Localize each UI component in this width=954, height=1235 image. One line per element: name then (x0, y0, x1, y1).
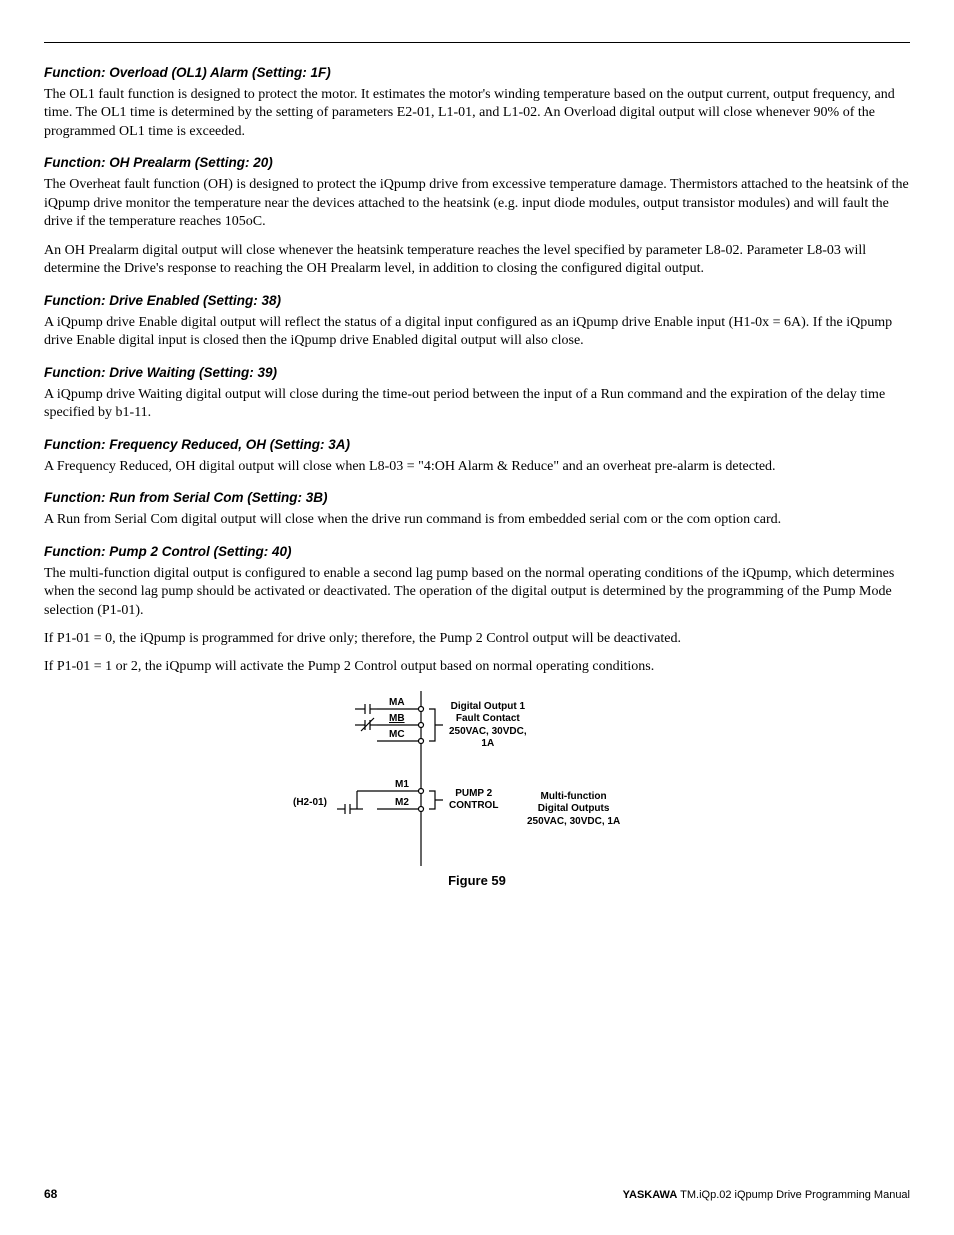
body-paragraph: A Run from Serial Com digital output wil… (44, 511, 910, 529)
label-mc: MC (389, 729, 405, 740)
body-paragraph: The Overheat fault function (OH) is desi… (44, 176, 910, 231)
body-paragraph: If P1-01 = 1 or 2, the iQpump will activ… (44, 658, 910, 676)
top-divider (44, 42, 910, 43)
body-paragraph: The OL1 fault function is designed to pr… (44, 86, 910, 141)
footer-brand: YASKAWA (623, 1189, 678, 1201)
label-mb: MB (389, 713, 405, 724)
section-heading: Function: Frequency Reduced, OH (Setting… (44, 437, 910, 452)
label-digital-output-1: Digital Output 1 Fault Contact 250VAC, 3… (449, 701, 527, 751)
figure-caption: Figure 59 (44, 873, 910, 888)
section-heading: Function: Drive Waiting (Setting: 39) (44, 365, 910, 380)
section-heading: Function: Overload (OL1) Alarm (Setting:… (44, 65, 910, 80)
body-paragraph: If P1-01 = 0, the iQpump is programmed f… (44, 630, 910, 648)
body-paragraph: A iQpump drive Waiting digital output wi… (44, 386, 910, 423)
label-m2: M2 (395, 797, 409, 808)
label-m1: M1 (395, 779, 409, 790)
body-paragraph: A iQpump drive Enable digital output wil… (44, 314, 910, 351)
label-ma: MA (389, 697, 405, 708)
section-heading: Function: Pump 2 Control (Setting: 40) (44, 544, 910, 559)
label-h201: (H2-01) (293, 797, 327, 808)
body-paragraph: A Frequency Reduced, OH digital output w… (44, 458, 910, 476)
body-paragraph: The multi-function digital output is con… (44, 565, 910, 620)
page-footer: 68 YASKAWA TM.iQp.02 iQpump Drive Progra… (44, 1187, 910, 1201)
section-heading: Function: Run from Serial Com (Setting: … (44, 490, 910, 505)
body-paragraph: An OH Prealarm digital output will close… (44, 242, 910, 279)
section-heading: Function: OH Prealarm (Setting: 20) (44, 155, 910, 170)
figure-59: MA MB MC M1 M2 (H2-01) Digital Output 1 … (44, 691, 910, 888)
footer-doc: YASKAWA TM.iQp.02 iQpump Drive Programmi… (623, 1189, 910, 1201)
figure-diagram: MA MB MC M1 M2 (H2-01) Digital Output 1 … (317, 691, 637, 866)
footer-title: TM.iQp.02 iQpump Drive Programming Manua… (677, 1189, 910, 1201)
page-number: 68 (44, 1187, 57, 1201)
label-pump2-control: PUMP 2 CONTROL (449, 788, 498, 813)
label-multi-function: Multi-function Digital Outputs 250VAC, 3… (527, 791, 620, 829)
section-heading: Function: Drive Enabled (Setting: 38) (44, 293, 910, 308)
